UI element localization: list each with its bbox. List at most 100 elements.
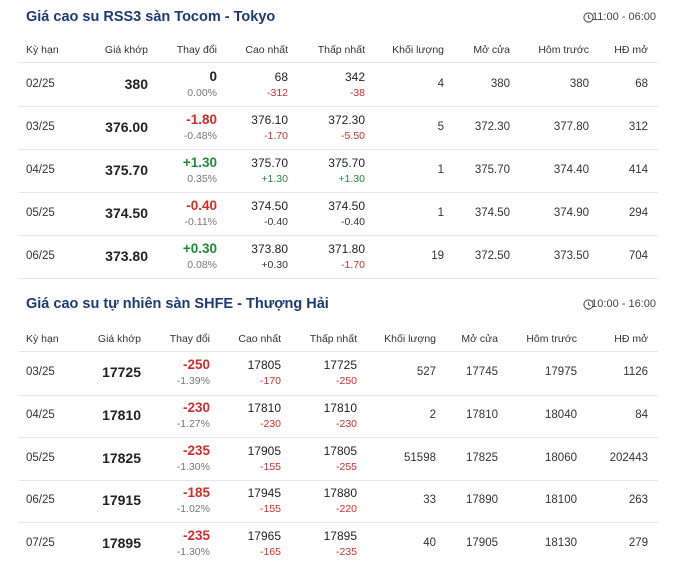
change-percent: 0.08% [187, 258, 217, 271]
low-diff: -1.70 [341, 258, 365, 271]
prev: 18040 [545, 408, 577, 421]
price: 17825 [102, 449, 141, 466]
low-diff: -235 [335, 545, 357, 558]
change: -230 [182, 399, 210, 415]
change-percent: 0.35% [187, 172, 217, 185]
volume: 19 [431, 249, 444, 262]
column-header: Giá khớp [97, 333, 141, 345]
low-value: 17880 [323, 486, 357, 501]
change: -235 [182, 527, 210, 543]
high-value: 17810 [247, 400, 281, 415]
term: 03/25 [26, 366, 55, 379]
volume: 527 [416, 366, 436, 379]
price: 17725 [102, 364, 141, 381]
price: 17915 [102, 492, 141, 509]
row-divider [18, 394, 658, 396]
row-divider [18, 106, 658, 107]
low-value: 17810 [323, 400, 357, 415]
section-title: Giá cao su RSS3 sàn Tocom - Tokyo [26, 9, 276, 25]
oi: 202443 [609, 451, 648, 464]
column-header: Thay đổi [169, 333, 210, 345]
low-value: 374.50 [328, 198, 365, 213]
row-divider [18, 278, 658, 279]
prev: 373.50 [553, 249, 589, 262]
change: 0 [209, 68, 217, 84]
row-divider [18, 235, 658, 236]
term: 06/25 [26, 249, 55, 262]
price: 17895 [102, 534, 141, 551]
volume: 51598 [404, 451, 436, 464]
change: -250 [182, 357, 210, 373]
high-value: 17905 [247, 443, 281, 458]
high-diff: -1.70 [264, 129, 288, 142]
price: 375.70 [105, 161, 148, 178]
low-diff: -220 [335, 503, 357, 516]
change: -235 [182, 442, 210, 458]
term: 06/25 [26, 494, 55, 507]
prev: 377.80 [553, 120, 589, 133]
open: 380 [490, 77, 510, 90]
prev: 18100 [545, 494, 577, 507]
volume: 33 [423, 494, 436, 507]
change: -1.80 [186, 111, 217, 127]
prev: 17975 [545, 366, 577, 379]
price: 380 [124, 75, 148, 92]
price: 17810 [102, 406, 141, 423]
high-value: 68 [274, 69, 288, 84]
low-value: 17895 [323, 528, 357, 543]
high-diff: +0.30 [261, 258, 288, 271]
price: 376.00 [105, 118, 148, 135]
column-header: Mở cửa [461, 333, 498, 345]
column-header: Hôm trước [538, 44, 589, 56]
header-divider [18, 62, 658, 63]
change: -185 [182, 485, 210, 501]
change-percent: -1.02% [176, 503, 210, 516]
row-divider [18, 437, 658, 439]
column-header: Kỳ hạn [26, 333, 59, 345]
time-range: 11:00 - 06:00 [591, 11, 656, 23]
prev: 380 [569, 77, 589, 90]
change-percent: -1.30% [176, 460, 210, 473]
open: 372.50 [474, 249, 510, 262]
change-percent: 0.00% [187, 86, 217, 99]
column-header: Cao nhất [238, 333, 281, 345]
row-divider [18, 522, 658, 524]
oi: 414 [628, 163, 648, 176]
low-value: 17725 [323, 358, 357, 373]
open: 17825 [466, 451, 498, 464]
volume: 5 [437, 120, 444, 133]
volume: 2 [429, 408, 436, 421]
volume: 1 [437, 206, 444, 219]
change: -0.40 [186, 197, 217, 213]
prev: 374.90 [553, 206, 589, 219]
column-header: Thấp nhất [309, 333, 357, 345]
open: 17905 [466, 536, 498, 549]
column-header: Kỳ hạn [26, 44, 59, 56]
high-value: 17965 [247, 528, 281, 543]
open: 17890 [466, 494, 498, 507]
oi: 263 [628, 494, 648, 507]
high-diff: -165 [259, 545, 281, 558]
low-value: 342 [344, 69, 365, 84]
oi: 312 [628, 120, 648, 133]
time-range: 10:00 - 16:00 [591, 298, 656, 310]
change: +1.30 [182, 154, 217, 170]
low-diff: -230 [335, 417, 357, 430]
volume: 1 [437, 163, 444, 176]
open: 17810 [466, 408, 498, 421]
term: 04/25 [26, 408, 55, 421]
low-diff: -38 [349, 86, 365, 99]
term: 03/25 [26, 120, 55, 133]
row-divider [18, 149, 658, 150]
oi: 1126 [623, 366, 648, 379]
row-divider [18, 192, 658, 193]
column-header: HĐ mở [614, 333, 648, 345]
section-title: Giá cao su tự nhiên sàn SHFE - Thượng Hả… [26, 296, 329, 312]
prev: 374.40 [553, 163, 589, 176]
oi: 704 [628, 249, 648, 262]
high-diff: -312 [266, 86, 288, 99]
high-diff: -170 [259, 375, 281, 388]
column-header: Thay đổi [176, 44, 217, 56]
high-diff: -155 [259, 460, 281, 473]
